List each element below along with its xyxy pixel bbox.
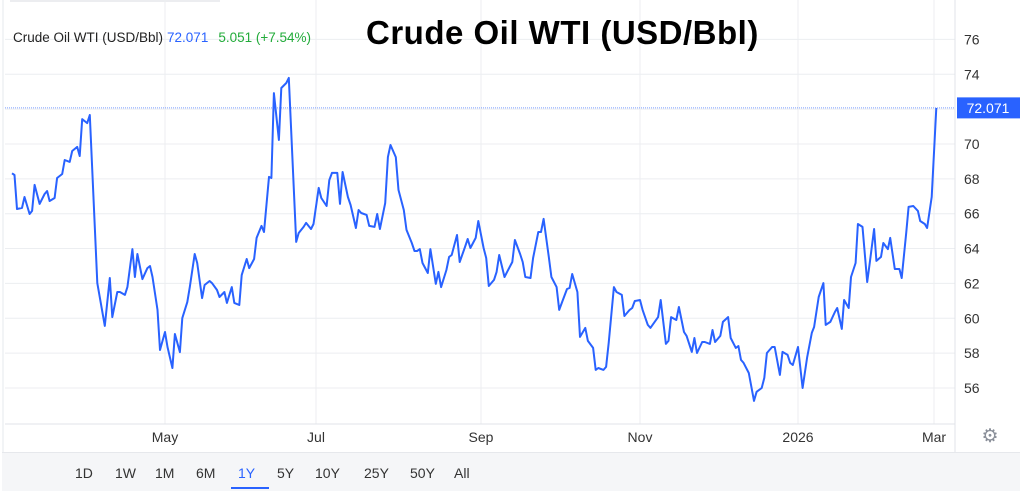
y-tick-label: 56 [964, 380, 980, 396]
x-axis: May Jul Sep Nov 2026 Mar [152, 429, 947, 445]
y-tick-label: 62 [964, 275, 980, 291]
range-button-1m[interactable]: 1M [155, 465, 175, 481]
range-button-all[interactable]: All [454, 465, 470, 481]
range-button-50y[interactable]: 50Y [410, 465, 435, 481]
y-tick-label: 66 [964, 206, 980, 222]
last-price-tag [957, 97, 1020, 119]
x-tick-label: 2026 [782, 429, 813, 445]
x-tick-label: Sep [469, 429, 494, 445]
y-tick-label: 76 [964, 31, 980, 47]
active-range-indicator [231, 487, 269, 489]
y-tick-label: 58 [964, 345, 980, 361]
range-button-6m[interactable]: 6M [196, 465, 216, 481]
range-button-25y[interactable]: 25Y [364, 465, 389, 481]
y-tick-label: 74 [964, 66, 980, 82]
x-tick-label: Mar [922, 429, 946, 445]
x-tick-label: May [152, 429, 178, 445]
price-line [11, 76, 938, 402]
legend: Crude Oil WTI (USD/Bbl) 72.071 5.051 (+7.5… [13, 30, 311, 45]
y-tick-label: 70 [964, 136, 980, 152]
range-button-10y[interactable]: 10Y [315, 465, 340, 481]
legend-price: 72.071 [167, 30, 209, 45]
range-selector-bar: 1D 1W 1M 6M 1Y 5Y 10Y 25Y 50Y All [2, 452, 1020, 491]
y-tick-label: 64 [964, 241, 980, 257]
legend-change: 5.051 (+7.54%) [218, 30, 312, 45]
x-tick-label: Jul [307, 429, 325, 445]
last-price-label: 72.071 [967, 100, 1010, 116]
x-tick-label: Nov [628, 429, 653, 445]
legend-symbol-name: Crude Oil WTI (USD/Bbl) [13, 30, 164, 45]
range-button-5y[interactable]: 5Y [277, 465, 295, 481]
y-tick-label: 68 [964, 171, 980, 187]
grid [5, 0, 955, 424]
gear-icon[interactable]: ⚙ [981, 426, 999, 447]
range-button-1d[interactable]: 1D [75, 465, 93, 481]
y-axis: 56 58 60 62 64 66 68 70 74 76 [964, 31, 980, 396]
range-button-1y[interactable]: 1Y [238, 465, 256, 481]
range-button-1w[interactable]: 1W [115, 465, 136, 481]
y-tick-label: 60 [964, 310, 980, 326]
chart-title: Crude Oil WTI (USD/Bbl) [366, 14, 759, 51]
